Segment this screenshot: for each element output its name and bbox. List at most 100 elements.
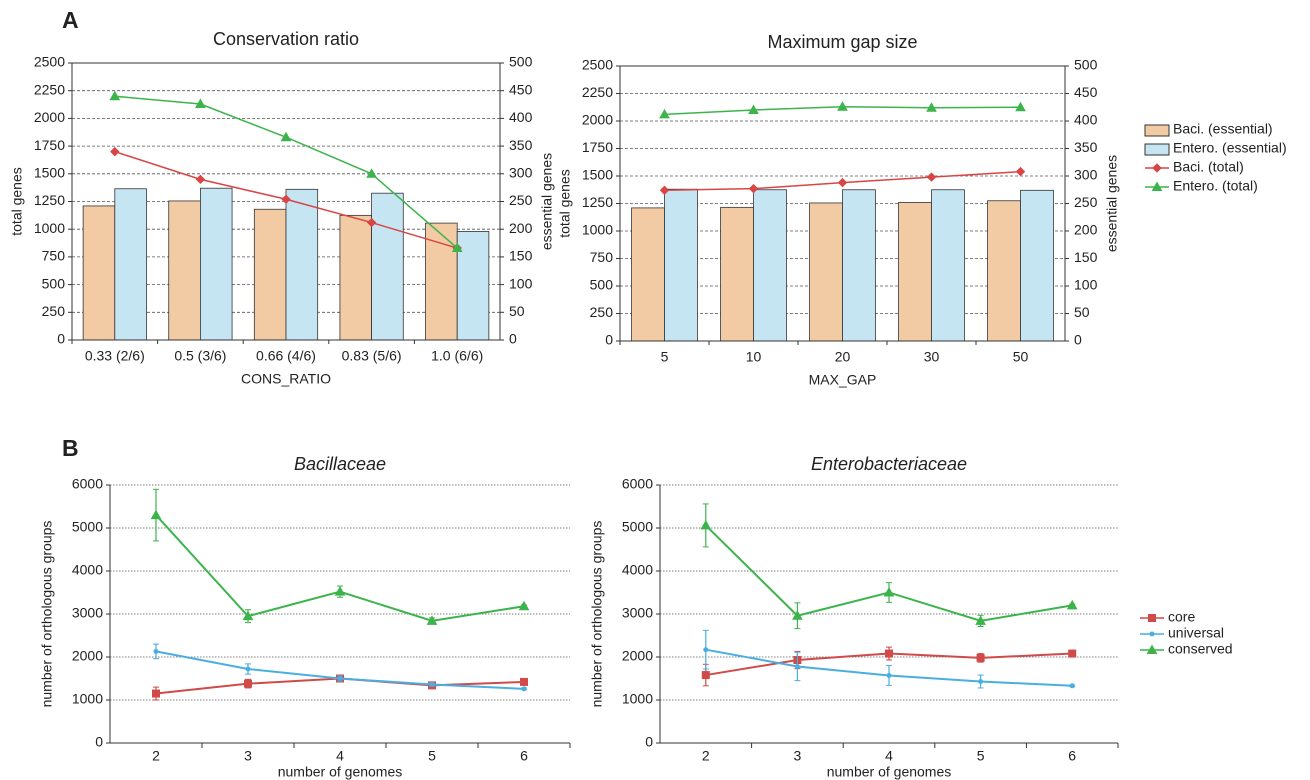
point (451, 242, 463, 253)
legend-marker (1148, 614, 1156, 622)
bar (1020, 189, 1054, 342)
bar (114, 188, 147, 341)
x-tick-label: 2 (702, 748, 710, 764)
legend-marker (1149, 631, 1155, 637)
y-tick-label: 6000 (622, 476, 653, 492)
y-tick-label: 500 (42, 275, 66, 291)
chart-title: Enterobacteriaceae (811, 454, 967, 474)
y2-tick-label: 350 (1074, 139, 1098, 155)
point (366, 217, 377, 228)
x-tick-label: 1.0 (6/6) (431, 348, 483, 364)
x-tick-label: 5 (661, 349, 669, 365)
y2-tick-label: 250 (509, 192, 533, 208)
point (976, 653, 985, 662)
x-tick-label: 0.33 (2/6) (85, 348, 145, 364)
x-axis-label: MAX_GAP (809, 372, 877, 388)
point (926, 172, 937, 182)
panel-label: A (62, 7, 79, 33)
y-tick-label: 750 (590, 249, 614, 265)
point (242, 610, 254, 621)
y-tick-label: 4000 (72, 562, 103, 578)
point (150, 509, 162, 520)
x-tick-label: 5 (977, 748, 985, 764)
point (748, 183, 759, 194)
panel-label: B (62, 435, 79, 461)
x-tick-label: 2 (152, 748, 160, 764)
point (975, 615, 986, 625)
point (700, 519, 712, 530)
y2-tick-label: 450 (1074, 84, 1098, 100)
point (280, 131, 292, 142)
y-tick-label: 5000 (622, 519, 653, 535)
point (701, 671, 710, 680)
bar (664, 188, 698, 342)
y-tick-label: 1000 (582, 222, 613, 238)
bar (339, 214, 373, 341)
y-tick-label: 2000 (34, 109, 65, 125)
y2-tick-label: 100 (1074, 277, 1098, 293)
legend-marker (1152, 163, 1162, 173)
bar (285, 188, 319, 341)
y2-tick-label: 500 (509, 54, 533, 70)
line (705, 524, 1073, 622)
x-tick-label: 4 (885, 748, 893, 764)
y2-tick-label: 300 (509, 165, 533, 181)
y-tick-label: 2500 (582, 57, 613, 73)
point (1066, 599, 1078, 610)
point (520, 677, 528, 686)
x-tick-label: 50 (1013, 349, 1029, 365)
point (521, 686, 527, 692)
point (794, 663, 800, 669)
point (337, 676, 343, 681)
chart-title: Conservation ratio (213, 29, 359, 49)
point (429, 682, 435, 688)
bar (168, 200, 201, 341)
y2-tick-label: 200 (509, 220, 533, 236)
point (1015, 166, 1026, 177)
point (334, 586, 346, 596)
y-tick-label: 0 (57, 331, 65, 347)
legend-label: Entero. (total) (1173, 178, 1258, 194)
x-tick-label: 0.66 (4/6) (256, 348, 316, 364)
x-tick-label: 0.83 (5/6) (342, 348, 402, 364)
y2-tick-label: 50 (1074, 304, 1090, 320)
point (110, 146, 120, 157)
point (792, 610, 803, 620)
y2-tick-label: 150 (509, 248, 533, 264)
x-tick-label: 30 (924, 349, 940, 365)
y-tick-label: 6000 (72, 476, 103, 492)
bar (753, 189, 787, 342)
y-tick-label: 2250 (582, 84, 613, 100)
chart-title: Maximum gap size (767, 32, 917, 52)
x-axis-label: number of genomes (278, 764, 403, 780)
y-tick-label: 2500 (34, 54, 65, 70)
point (152, 689, 160, 698)
point (883, 586, 895, 597)
y2-axis-label: essential genes (1104, 155, 1120, 252)
y-tick-label: 5000 (72, 519, 103, 535)
point (245, 666, 251, 672)
x-tick-label: 3 (244, 748, 252, 764)
y-tick-label: 1500 (34, 165, 65, 181)
y-tick-label: 2000 (72, 648, 103, 664)
point (703, 647, 709, 653)
point (659, 185, 670, 196)
x-tick-label: 6 (520, 748, 528, 764)
y-axis-label: number of orthologous groups (589, 521, 605, 708)
point (195, 98, 206, 108)
bar (931, 189, 965, 342)
point (659, 108, 670, 119)
y-tick-label: 2000 (582, 112, 613, 128)
legend-swatch (1144, 143, 1170, 156)
bar (898, 201, 932, 342)
point (426, 615, 438, 625)
point (837, 177, 848, 188)
legend-marker (1146, 644, 1158, 654)
y2-tick-label: 300 (1074, 167, 1098, 183)
y2-tick-label: 0 (509, 331, 517, 347)
line (155, 514, 525, 622)
y-tick-label: 1000 (72, 691, 103, 707)
y-tick-label: 1000 (622, 691, 653, 707)
y-tick-label: 4000 (622, 562, 653, 578)
